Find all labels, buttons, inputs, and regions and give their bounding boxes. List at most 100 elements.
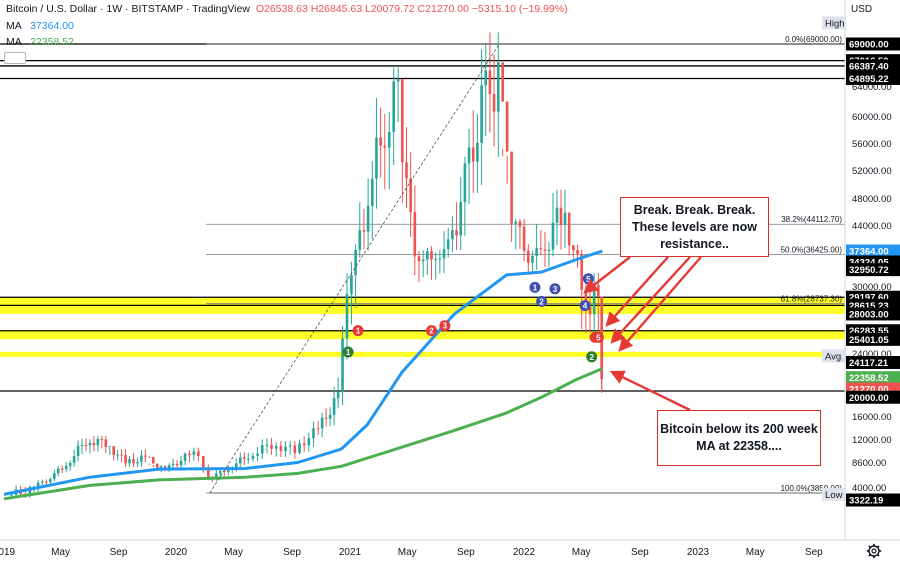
time-tick: Sep: [457, 547, 475, 558]
arrows-layer: [583, 256, 702, 412]
candle: [53, 473, 56, 480]
candle: [171, 463, 175, 466]
candle: [76, 445, 80, 457]
candle: [136, 461, 139, 464]
candle: [379, 137, 382, 146]
candle: [260, 445, 264, 454]
candle: [459, 202, 463, 236]
candle: [522, 226, 526, 251]
candle: [312, 428, 315, 439]
time-tick: 2020: [165, 547, 188, 558]
price-labels: High69000.0067016.5066387.4064895.223736…: [822, 16, 900, 507]
price-tick: 24000.00: [852, 349, 892, 360]
price-tick: 48000.00: [852, 194, 892, 205]
ma1-label: MA: [6, 20, 22, 32]
price-axis[interactable]: 64000.00 60000.00 56000.00 52000.00 48000.00…: [852, 82, 892, 494]
candle: [354, 249, 357, 276]
price-label: 21270.00: [849, 385, 889, 396]
candle: [471, 147, 475, 162]
candle: [434, 258, 437, 260]
candle: [116, 454, 119, 456]
marker-circle: [439, 320, 451, 332]
marker-circle: [529, 281, 541, 293]
candle: [476, 142, 479, 162]
candle: [362, 230, 366, 232]
candle: [246, 458, 250, 460]
candle: [551, 222, 555, 250]
candle: [36, 482, 40, 487]
candle: [600, 328, 604, 379]
ma2-legend[interactable]: MA 22358.52: [6, 36, 74, 48]
candle: [442, 249, 446, 259]
candle: [140, 455, 143, 462]
price-label-box: [846, 356, 900, 369]
candle: [597, 284, 600, 297]
currency-label: USD: [851, 4, 872, 15]
candles-layer: [10, 32, 604, 498]
candle: [463, 163, 467, 203]
price-label: 25401.05: [849, 335, 889, 346]
candle: [430, 251, 433, 260]
time-tick: Sep: [110, 547, 128, 558]
price-tick: 56000.00: [852, 139, 892, 150]
price-label-box: [846, 390, 900, 404]
moving-averages-layer: [3, 249, 603, 501]
price-label-box: [846, 493, 900, 507]
candle: [539, 248, 543, 250]
candle: [559, 207, 563, 226]
candle: [555, 207, 559, 223]
price-label-box: [846, 59, 900, 73]
fib-trendline: [209, 43, 500, 494]
ma-line-2: [3, 367, 603, 501]
candle: [584, 289, 588, 307]
price-label-box: [846, 71, 900, 85]
candle: [526, 250, 530, 263]
candle: [104, 439, 108, 447]
candle: [155, 463, 159, 468]
ma2-label: MA: [6, 36, 22, 48]
marker-circle: [586, 351, 598, 363]
candle: [10, 494, 13, 496]
price-label-box: [846, 263, 900, 277]
candle: [251, 455, 255, 459]
candle: [324, 417, 328, 419]
candle: [316, 428, 320, 430]
candle: [88, 443, 92, 446]
fib-label: 61.8%(28737.30): [781, 295, 843, 304]
price-tick: 30000.00: [852, 282, 892, 293]
ma-line-1: [3, 249, 603, 496]
candle: [270, 444, 273, 449]
candle: [179, 460, 183, 466]
ma-callout: Bitcoin below its 200 week MA at 22358..…: [657, 410, 821, 466]
candle: [124, 455, 127, 464]
candle: [510, 151, 513, 224]
candle: [514, 221, 518, 224]
symbol-title[interactable]: Bitcoin / U.S. Dollar · 1W · BITSTAMP · …: [6, 3, 250, 15]
price-label: 26283.55: [849, 326, 889, 337]
time-tick: Sep: [283, 547, 301, 558]
candle: [128, 459, 131, 464]
candle: [256, 453, 259, 456]
callout-arrow: [618, 256, 702, 352]
candle: [288, 445, 292, 447]
candle: [96, 438, 100, 446]
ma1-legend[interactable]: MA 37364.00: [6, 20, 74, 32]
collapse-legend-button[interactable]: [4, 52, 26, 64]
time-tick: May: [572, 547, 591, 558]
candle: [409, 178, 412, 213]
candle: [505, 101, 509, 152]
time-tick: 2021: [339, 547, 362, 558]
candle: [375, 137, 378, 179]
gear-icon[interactable]: [866, 543, 882, 559]
price-label: 24117.21: [849, 358, 889, 369]
candle: [332, 398, 336, 415]
price-label: 64895.22: [849, 74, 889, 85]
price-label: Low: [825, 490, 843, 501]
candle: [572, 245, 575, 251]
candle: [56, 468, 60, 474]
candle: [588, 306, 592, 315]
time-axis[interactable]: 2019 May Sep 2020 May Sep 2021 May Sep 2022 May Sep…: [0, 547, 823, 558]
candle: [396, 79, 400, 82]
candle: [234, 463, 238, 469]
